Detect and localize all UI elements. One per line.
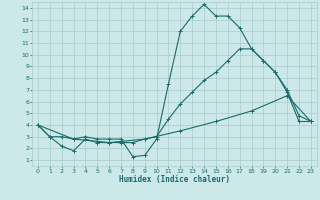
X-axis label: Humidex (Indice chaleur): Humidex (Indice chaleur) [119,175,230,184]
